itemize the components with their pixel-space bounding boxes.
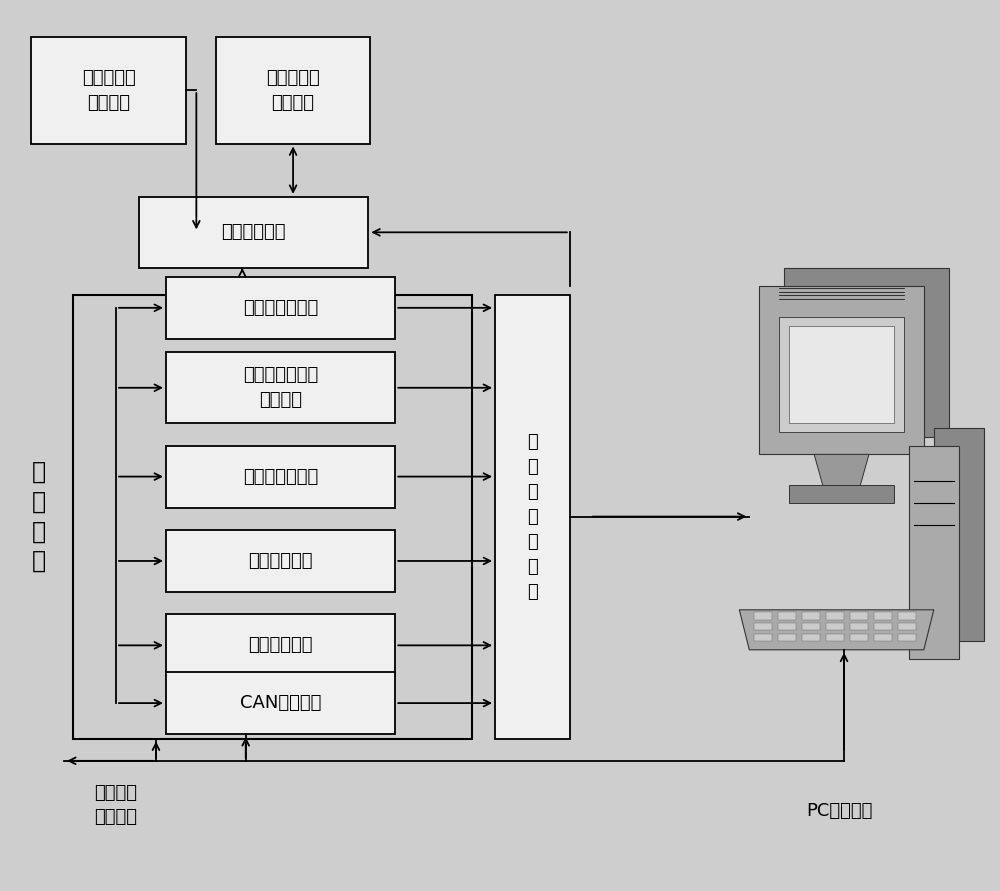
Polygon shape bbox=[759, 286, 924, 454]
Polygon shape bbox=[784, 268, 949, 437]
Bar bbox=[495, 295, 570, 739]
Bar bbox=[850, 623, 868, 630]
Bar bbox=[754, 634, 772, 641]
Bar bbox=[850, 634, 868, 641]
Bar bbox=[31, 37, 186, 143]
Polygon shape bbox=[739, 609, 934, 650]
Polygon shape bbox=[814, 454, 869, 490]
Bar bbox=[166, 530, 395, 592]
Bar bbox=[754, 612, 772, 619]
Bar bbox=[898, 634, 916, 641]
Bar bbox=[826, 612, 844, 619]
Text: 串口通信模块: 串口通信模块 bbox=[248, 636, 313, 654]
Bar bbox=[754, 623, 772, 630]
Text: 液
压
支
架
控
制
器: 液 压 支 架 控 制 器 bbox=[527, 432, 538, 601]
Text: 故障仿真模块: 故障仿真模块 bbox=[248, 552, 313, 570]
Text: 小型化液压
支架模型: 小型化液压 支架模型 bbox=[266, 69, 320, 111]
Bar bbox=[802, 634, 820, 641]
Text: 仿
真
设
备: 仿 真 设 备 bbox=[32, 460, 46, 573]
Bar bbox=[850, 612, 868, 619]
Polygon shape bbox=[789, 325, 894, 423]
Bar bbox=[216, 37, 370, 143]
Bar bbox=[778, 634, 796, 641]
Bar bbox=[166, 672, 395, 734]
Bar bbox=[898, 612, 916, 619]
Text: 电磁阀识别模块: 电磁阀识别模块 bbox=[243, 298, 318, 317]
Bar bbox=[826, 634, 844, 641]
Text: 传感器输出模块: 传感器输出模块 bbox=[243, 468, 318, 486]
Bar bbox=[139, 197, 368, 268]
Bar bbox=[898, 623, 916, 630]
Bar bbox=[802, 623, 820, 630]
Text: CAN通信模块: CAN通信模块 bbox=[240, 694, 321, 712]
Bar bbox=[166, 352, 395, 423]
Polygon shape bbox=[779, 316, 904, 432]
Bar bbox=[73, 295, 472, 739]
Bar bbox=[874, 623, 892, 630]
Bar bbox=[166, 446, 395, 508]
Polygon shape bbox=[789, 486, 894, 503]
Bar bbox=[874, 612, 892, 619]
Bar bbox=[166, 614, 395, 676]
Bar bbox=[826, 623, 844, 630]
Bar bbox=[166, 277, 395, 339]
Text: 展示控制模块: 展示控制模块 bbox=[221, 224, 286, 241]
Bar bbox=[778, 612, 796, 619]
Polygon shape bbox=[934, 428, 984, 641]
Text: 连接其他
仿真设备: 连接其他 仿真设备 bbox=[95, 784, 138, 826]
Bar bbox=[874, 634, 892, 641]
Polygon shape bbox=[909, 446, 959, 658]
Bar bbox=[778, 623, 796, 630]
Text: 液压支架控
制展示板: 液压支架控 制展示板 bbox=[82, 69, 135, 111]
Bar bbox=[802, 612, 820, 619]
Text: PC机服务器: PC机服务器 bbox=[806, 803, 872, 821]
Text: 控制器功能接口
配置模块: 控制器功能接口 配置模块 bbox=[243, 366, 318, 409]
